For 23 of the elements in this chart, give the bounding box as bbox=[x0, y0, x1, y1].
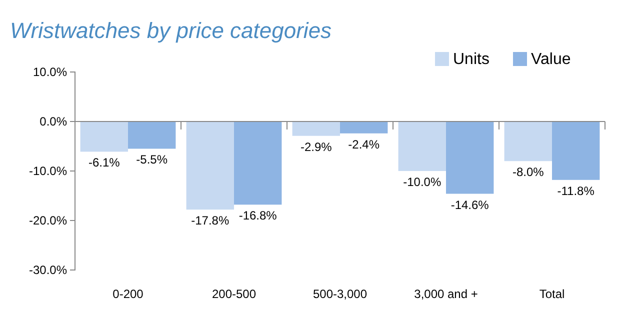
data-label: -17.8% bbox=[191, 214, 230, 228]
data-label: -11.8% bbox=[557, 184, 595, 198]
y-tick-label: 0.0% bbox=[40, 114, 68, 128]
x-tick-label: 200-500 bbox=[212, 287, 256, 301]
chart-title: Wristwatches by price categories bbox=[10, 18, 332, 43]
x-tick-label: 3,000 and + bbox=[414, 287, 478, 301]
x-tick-label: Total bbox=[539, 287, 565, 301]
y-tick-label: 10.0% bbox=[32, 64, 68, 79]
data-label: -8.0% bbox=[512, 165, 544, 180]
y-tick-label: -10.0% bbox=[28, 164, 68, 178]
data-label: -2.9% bbox=[300, 140, 332, 154]
y-tick-label: -20.0% bbox=[28, 213, 68, 228]
data-label: -6.1% bbox=[88, 156, 120, 170]
data-label: -5.5% bbox=[136, 152, 168, 167]
y-tick-label: -30.0% bbox=[28, 262, 68, 277]
data-label: -10.0% bbox=[403, 175, 442, 189]
data-label: -14.6% bbox=[450, 198, 490, 212]
x-tick-label: 0-200 bbox=[112, 287, 144, 301]
data-label: -16.8% bbox=[238, 208, 278, 223]
x-tick-label: 500-3,000 bbox=[312, 287, 368, 301]
data-label: -2.4% bbox=[348, 137, 380, 152]
legend-label: Value bbox=[531, 51, 571, 68]
legend-label: Units bbox=[453, 51, 490, 68]
